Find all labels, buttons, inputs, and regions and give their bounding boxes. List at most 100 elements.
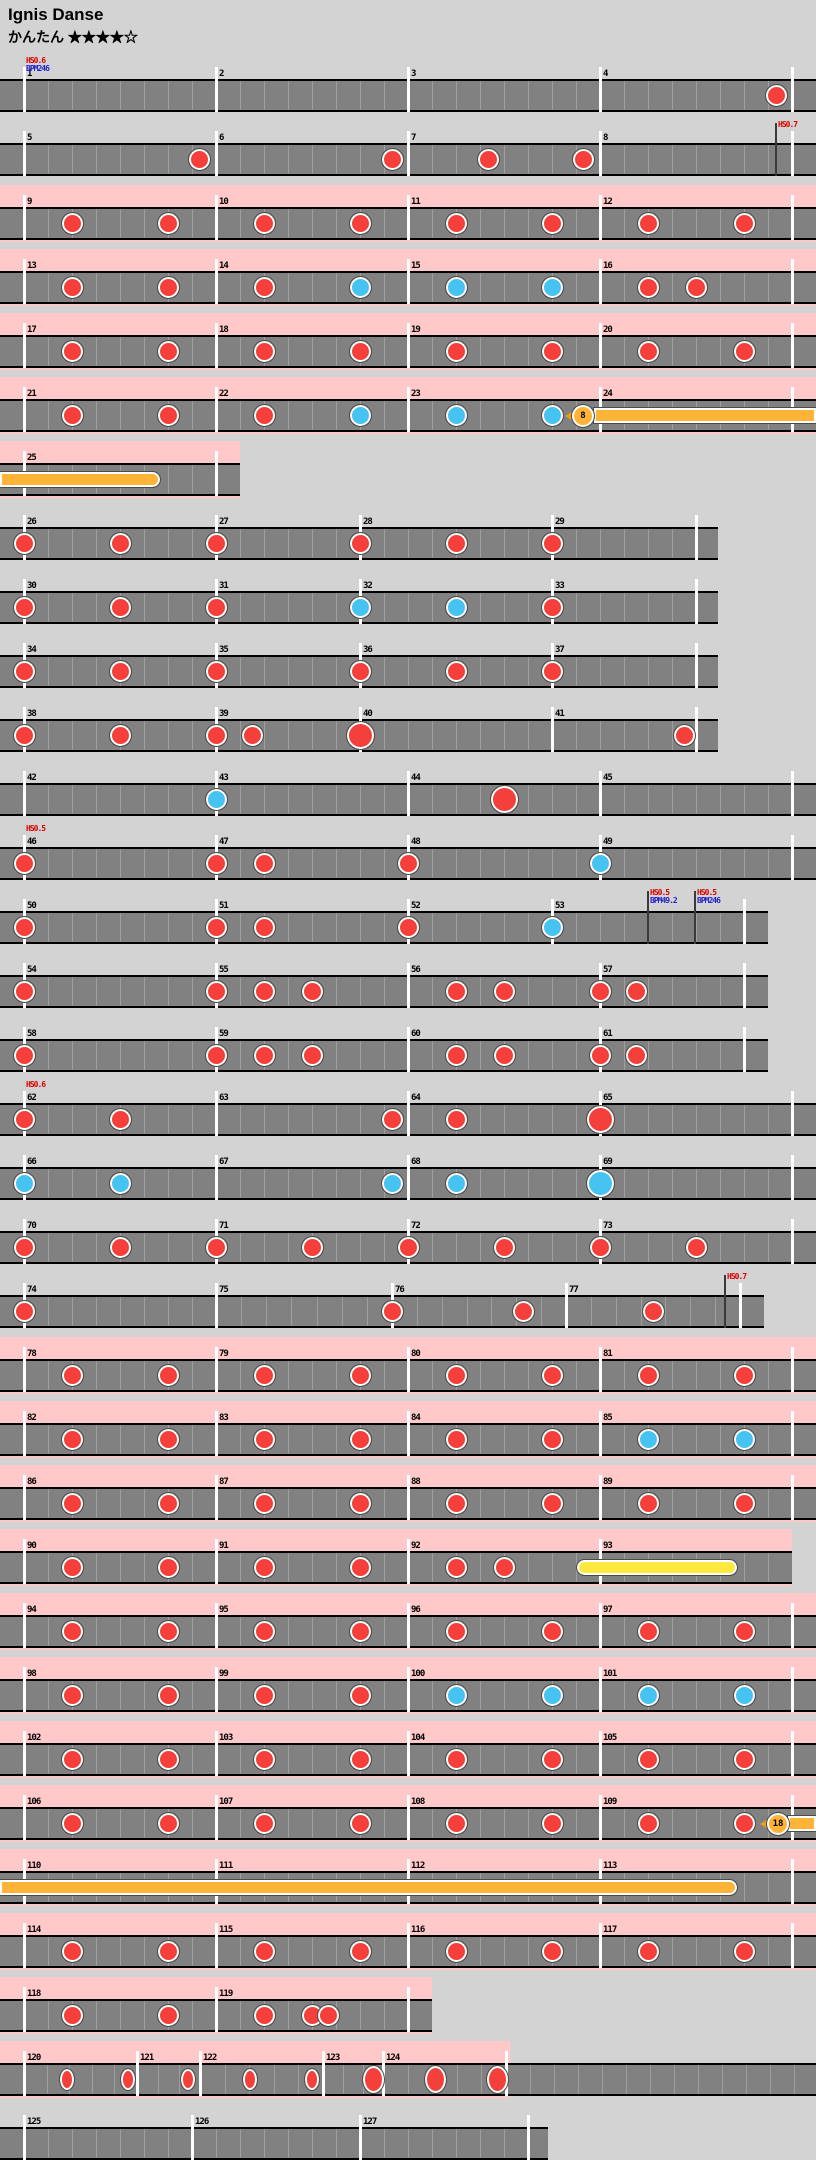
don-note bbox=[316, 2004, 340, 2027]
beat-cell-line bbox=[288, 1169, 289, 1198]
big-ka-note bbox=[585, 1169, 615, 1198]
beat-cell-line bbox=[624, 1105, 625, 1134]
beat-cell-line bbox=[120, 1809, 121, 1838]
beat-cell-line bbox=[696, 849, 697, 878]
don-note bbox=[304, 2068, 320, 2091]
measure-number: 49 bbox=[603, 837, 613, 847]
beat-cell-line bbox=[480, 1233, 481, 1262]
beat-cell-line bbox=[504, 1489, 505, 1518]
big-don-note bbox=[423, 2065, 447, 2094]
beat-cell-line bbox=[624, 1361, 625, 1390]
beat-cell-line bbox=[432, 209, 433, 238]
measure-number: 46 bbox=[27, 837, 37, 847]
beat-cell-line bbox=[48, 145, 49, 174]
beat-cell-line bbox=[240, 145, 241, 174]
don-note bbox=[396, 852, 420, 875]
beat-cell-line bbox=[456, 145, 457, 174]
measure-line bbox=[695, 707, 698, 752]
beat-cell-line bbox=[648, 81, 649, 110]
measure-line bbox=[791, 131, 794, 176]
beat-cell-line bbox=[528, 785, 529, 814]
beat-cell-line bbox=[696, 977, 697, 1006]
hs-label: HS0.7 bbox=[727, 1272, 747, 1281]
beat-cell-line bbox=[312, 209, 313, 238]
don-note bbox=[300, 980, 324, 1003]
beat-cell-line bbox=[624, 977, 625, 1006]
measure-line bbox=[791, 1731, 794, 1776]
measure-number: 101 bbox=[603, 1669, 617, 1679]
measure-number: 89 bbox=[603, 1477, 613, 1487]
beat-cell-line bbox=[312, 1617, 313, 1646]
speed-change-marker bbox=[694, 891, 696, 944]
measure-line bbox=[23, 1539, 26, 1584]
don-note bbox=[540, 1364, 564, 1387]
chart-row: 70 71 72 73 bbox=[0, 1209, 816, 1273]
beat-cell-line bbox=[696, 1617, 697, 1646]
ka-note bbox=[348, 404, 372, 427]
measure-number: 121 bbox=[140, 2053, 154, 2063]
measure-number: 2 bbox=[219, 69, 225, 79]
don-note bbox=[12, 1108, 36, 1131]
beat-cell-line bbox=[192, 1553, 193, 1582]
beat-cell-line bbox=[384, 529, 385, 558]
measure-number: 47 bbox=[219, 837, 229, 847]
beat-cell-line bbox=[336, 1617, 337, 1646]
beat-cell-line bbox=[240, 209, 241, 238]
measure-line bbox=[599, 1731, 602, 1776]
beat-cell-line bbox=[240, 1169, 241, 1198]
beat-cell-line bbox=[384, 1425, 385, 1454]
don-note bbox=[636, 276, 660, 299]
beat-cell-line bbox=[264, 657, 265, 686]
measure-number: 37 bbox=[555, 645, 565, 655]
don-note bbox=[204, 980, 228, 1003]
measure-line bbox=[23, 323, 26, 368]
beat-cell-line bbox=[541, 1297, 543, 1326]
beat-cell-line bbox=[120, 145, 121, 174]
don-note bbox=[396, 1236, 420, 1259]
measure-number: 57 bbox=[603, 965, 613, 975]
measure-line bbox=[599, 1475, 602, 1520]
beat-cell-line bbox=[720, 1041, 721, 1070]
beat-cell-line bbox=[696, 785, 697, 814]
measure-number: 83 bbox=[219, 1413, 229, 1423]
beat-cell-line bbox=[504, 1937, 505, 1966]
don-note bbox=[380, 1300, 404, 1323]
measure-line bbox=[23, 2051, 26, 2096]
beat-cell-line bbox=[240, 1041, 241, 1070]
don-note bbox=[492, 1236, 516, 1259]
beat-cell-line bbox=[48, 913, 49, 942]
beat-cell-line bbox=[600, 657, 601, 686]
beat-cell-line bbox=[480, 1169, 481, 1198]
beat-cell-line bbox=[384, 337, 385, 366]
beat-cell-line bbox=[96, 721, 97, 750]
beat-cell-line bbox=[648, 657, 649, 686]
beat-cell-line bbox=[240, 1937, 241, 1966]
don-note bbox=[252, 1428, 276, 1451]
beat-cell-line bbox=[384, 2001, 385, 2030]
beat-cell-line bbox=[384, 1489, 385, 1518]
beat-cell-line bbox=[504, 913, 505, 942]
beat-cell-line bbox=[456, 913, 457, 942]
beat-cell-line bbox=[192, 529, 193, 558]
beat-cell-line bbox=[744, 1873, 745, 1902]
measure-line bbox=[23, 1603, 26, 1648]
beat-cell-line bbox=[384, 1617, 385, 1646]
beat-cell-line bbox=[312, 1105, 313, 1134]
beat-cell-line bbox=[624, 1041, 625, 1070]
beat-cell-line bbox=[504, 337, 505, 366]
beat-cell-line bbox=[384, 1745, 385, 1774]
beat-cell-line bbox=[480, 1553, 481, 1582]
measure-line bbox=[599, 131, 602, 176]
measure-number: 25 bbox=[27, 453, 37, 463]
don-note bbox=[60, 1620, 84, 1643]
beat-cell-line bbox=[528, 401, 529, 430]
don-note bbox=[156, 1812, 180, 1835]
beat-cell-line bbox=[72, 145, 73, 174]
beat-cell-line bbox=[264, 785, 265, 814]
beat-cell-line bbox=[480, 721, 481, 750]
beat-cell-line bbox=[312, 401, 313, 430]
don-note bbox=[492, 1556, 516, 1579]
hs-label: HS0.6 bbox=[26, 1080, 46, 1089]
don-note bbox=[156, 340, 180, 363]
beat-cell-line bbox=[288, 273, 289, 302]
